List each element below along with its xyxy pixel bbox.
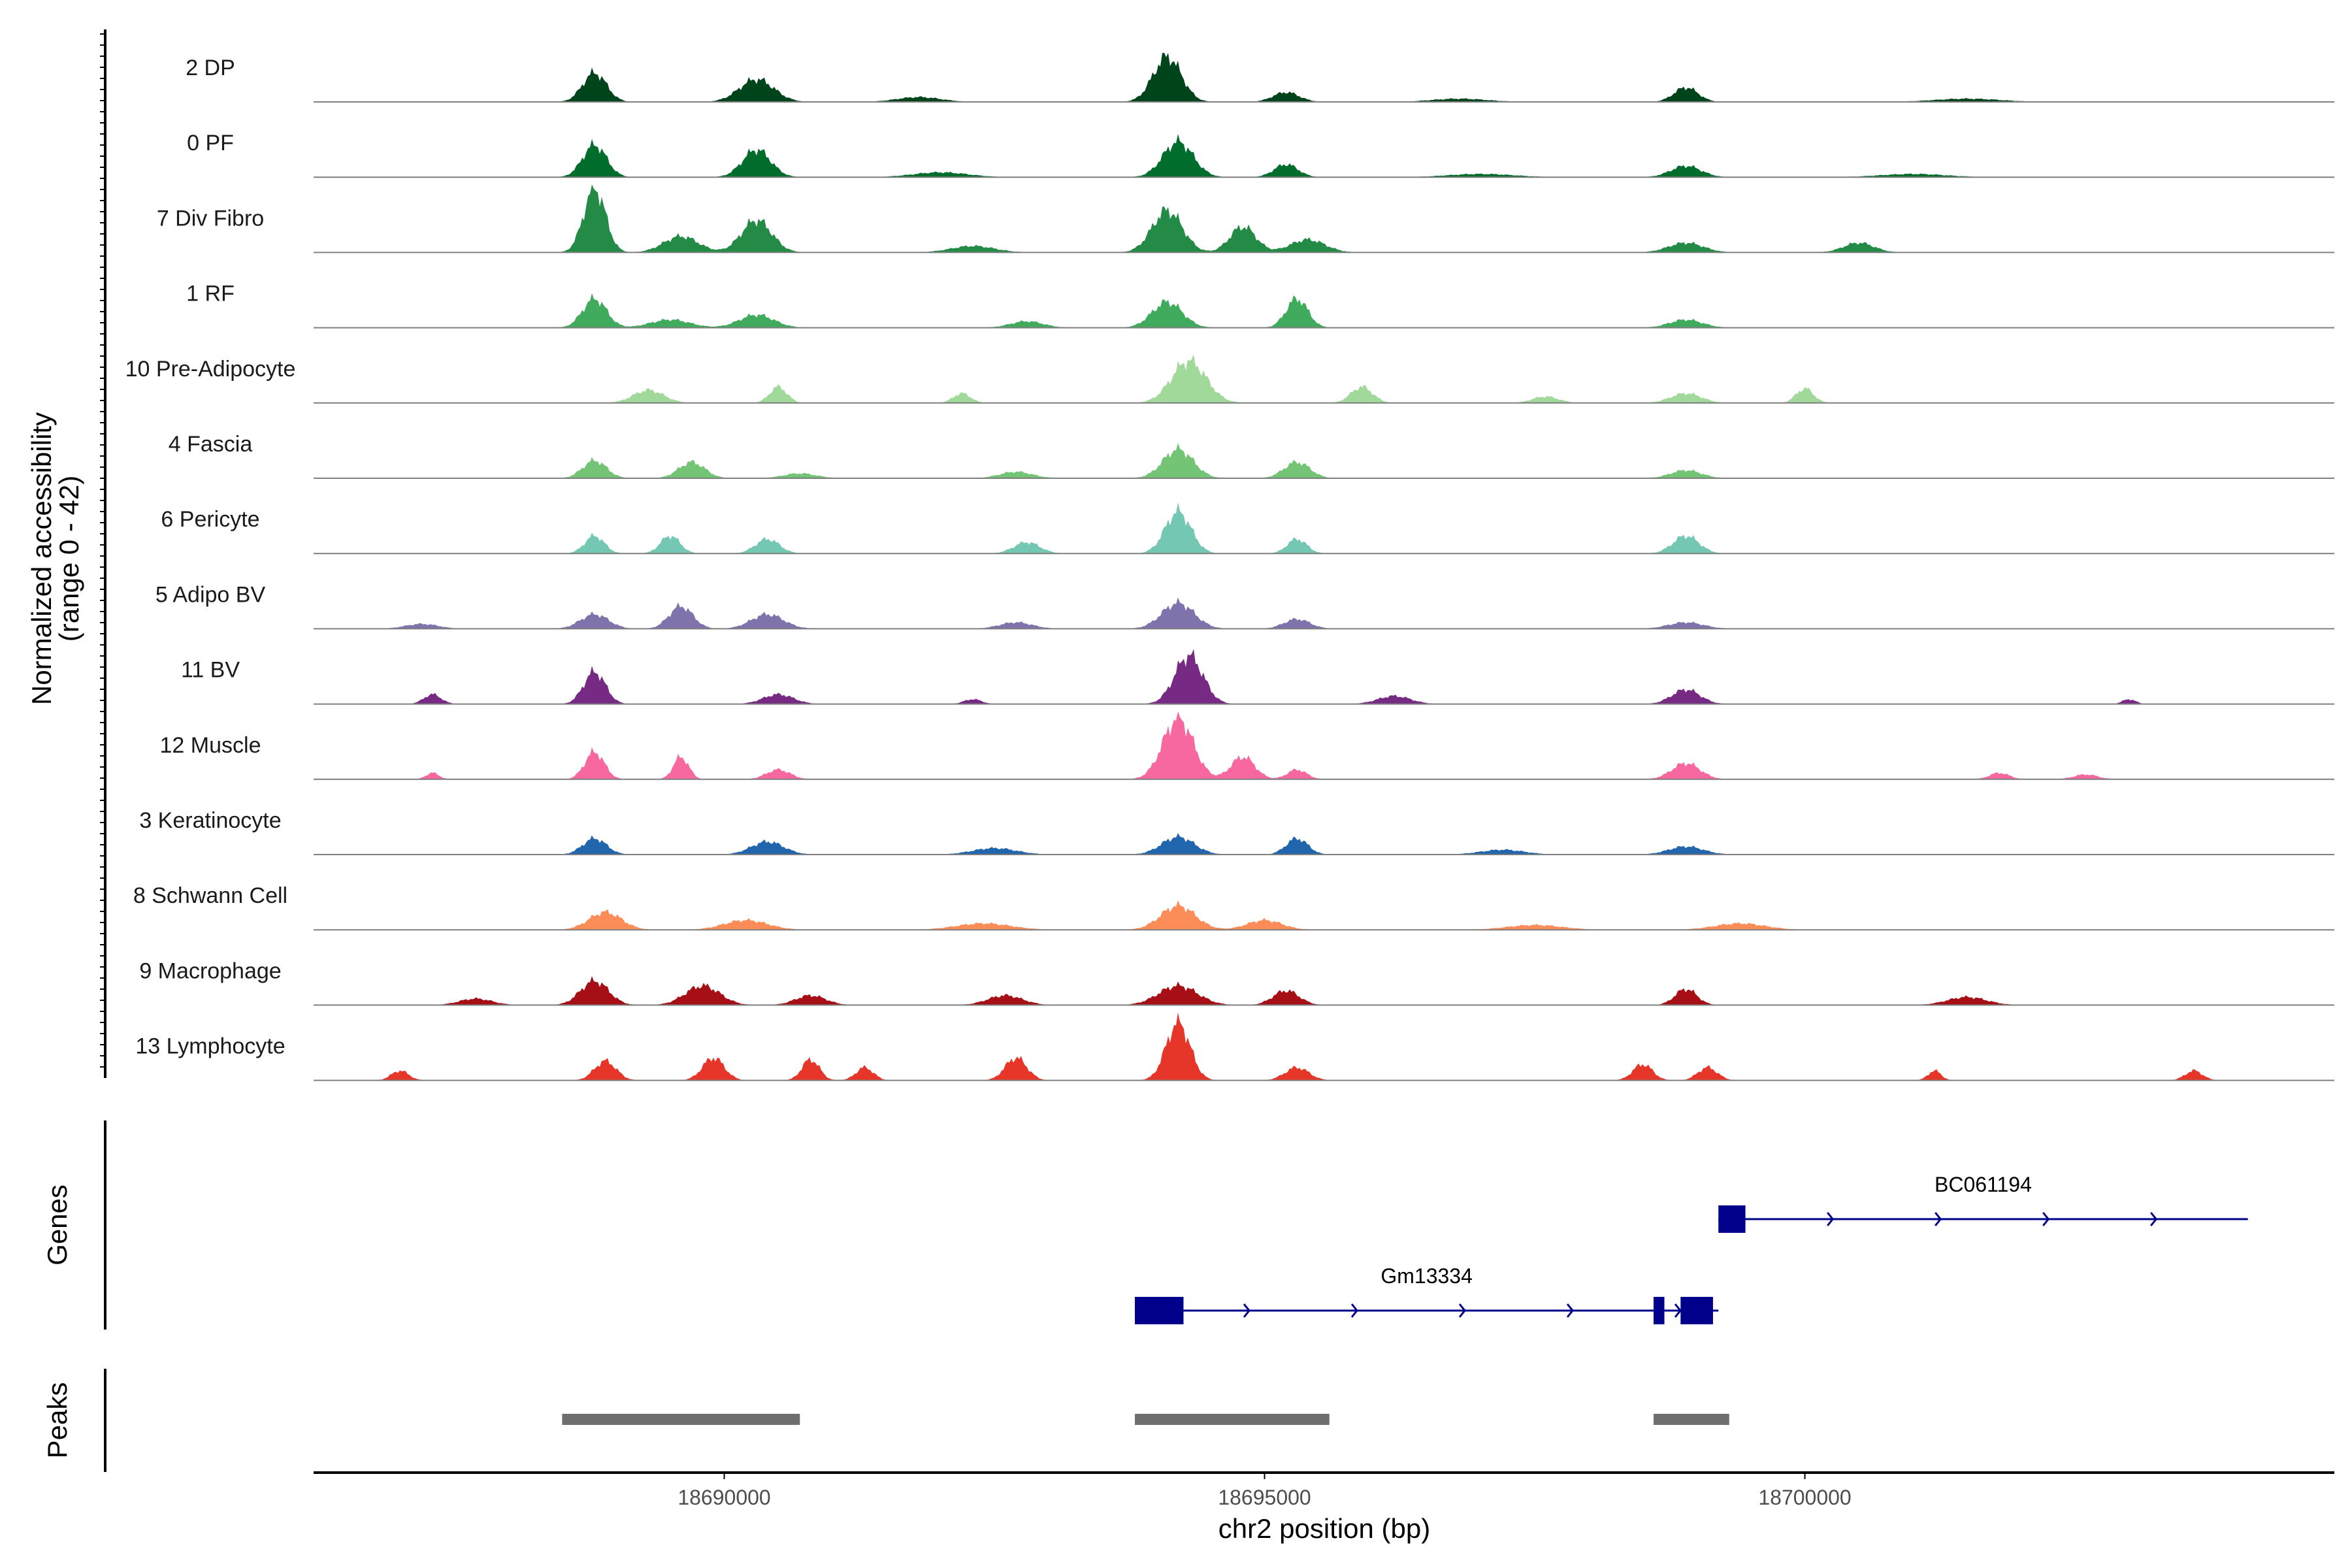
strand-arrow — [1935, 1212, 1942, 1226]
coverage-area — [314, 134, 2334, 178]
track-label: 0 PF — [187, 131, 234, 155]
coverage-y-ticks — [100, 33, 105, 1068]
peak-track — [562, 1414, 1729, 1425]
coverage-track: 11 BV — [181, 649, 2334, 705]
coverage-track: 1 RF — [186, 282, 2334, 329]
gene-model: Gm13334 — [1135, 1264, 1719, 1324]
track-label: 10 Pre-Adipocyte — [125, 357, 296, 382]
coverage-track: 2 DP — [186, 52, 2334, 103]
gene-name: BC061194 — [1935, 1173, 2032, 1196]
strand-arrow — [1243, 1303, 1250, 1318]
track-label: 5 Adipo BV — [155, 582, 266, 607]
strand-arrow — [1674, 1303, 1682, 1318]
track-label: 4 Fascia — [169, 432, 253, 457]
coverage-area — [314, 354, 2334, 403]
strand-arrow — [1827, 1212, 1835, 1226]
y-axis-title-line2: (range 0 - 42) — [54, 476, 84, 642]
peak-bar — [1135, 1414, 1330, 1425]
track-label: 6 Pericyte — [161, 507, 259, 532]
coverage-area — [314, 711, 2334, 779]
coverage-track: 8 Schwann Cell — [133, 883, 2334, 931]
x-tick-label: 18695000 — [1218, 1486, 1311, 1509]
x-tick-label: 18690000 — [678, 1486, 770, 1509]
coverage-area — [314, 52, 2334, 102]
coverage-area — [314, 649, 2334, 704]
track-label: 13 Lymphocyte — [135, 1034, 285, 1059]
coverage-track: 4 Fascia — [169, 432, 2334, 479]
y-axis-title-line1: Normalized accessibility — [26, 412, 57, 705]
gene-track: Gm13334 BC061194 — [1135, 1173, 2248, 1324]
coverage-track: 7 Div Fibro — [157, 184, 2334, 253]
coverage-track: 5 Adipo BV — [155, 582, 2334, 630]
gene-model: BC061194 — [1718, 1173, 2248, 1233]
strand-arrow — [1350, 1303, 1358, 1318]
peak-bar — [562, 1414, 800, 1425]
coverage-area — [314, 1012, 2334, 1081]
coverage-track: 6 Pericyte — [161, 502, 2334, 555]
peak-bar — [1653, 1414, 1729, 1425]
genes-panel-label: Genes — [42, 1184, 73, 1266]
coverage-area — [314, 976, 2334, 1005]
track-label: 9 Macrophage — [139, 958, 281, 983]
track-label: 7 Div Fibro — [157, 206, 264, 231]
x-tick-label: 18700000 — [1758, 1486, 1851, 1509]
coverage-area — [314, 184, 2334, 253]
track-label: 8 Schwann Cell — [133, 883, 287, 908]
track-label: 1 RF — [186, 282, 235, 306]
strand-arrow — [1458, 1303, 1466, 1318]
coverage-area — [314, 442, 2334, 478]
coverage-tracks: 2 DP 0 PF 7 Div Fibro 1 RF 10 Pre-Adipocyte 4… — [125, 52, 2334, 1081]
strand-arrow — [2150, 1212, 2158, 1226]
peaks-panel-label: Peaks — [42, 1382, 73, 1459]
strand-arrow — [1566, 1303, 1574, 1318]
coverage-area — [314, 293, 2334, 328]
coverage-track: 10 Pre-Adipocyte — [125, 354, 2334, 404]
coverage-track: 12 Muscle — [160, 711, 2334, 780]
coverage-area — [314, 597, 2334, 629]
coverage-track: 13 Lymphocyte — [135, 1012, 2334, 1081]
track-label: 3 Keratinocyte — [139, 808, 281, 833]
coverage-area — [314, 832, 2334, 855]
gene-name: Gm13334 — [1380, 1264, 1473, 1288]
gene-exon — [1135, 1297, 1184, 1324]
gene-exon — [1680, 1297, 1713, 1324]
coverage-area — [314, 900, 2334, 930]
coverage-area — [314, 502, 2334, 554]
x-axis-ticks: 18690000 18695000 18700000 — [678, 1473, 1852, 1509]
coverage-track: 0 PF — [187, 131, 2334, 178]
coverage-track: 9 Macrophage — [139, 958, 2334, 1006]
gene-exon — [1718, 1205, 1746, 1233]
strand-arrow — [2042, 1212, 2050, 1226]
track-label: 11 BV — [181, 658, 240, 683]
track-label: 2 DP — [186, 56, 235, 80]
coverage-track: 3 Keratinocyte — [139, 808, 2334, 855]
gene-exon — [1653, 1297, 1665, 1324]
x-axis-title: chr2 position (bp) — [1218, 1513, 1431, 1544]
track-label: 12 Muscle — [160, 733, 261, 758]
